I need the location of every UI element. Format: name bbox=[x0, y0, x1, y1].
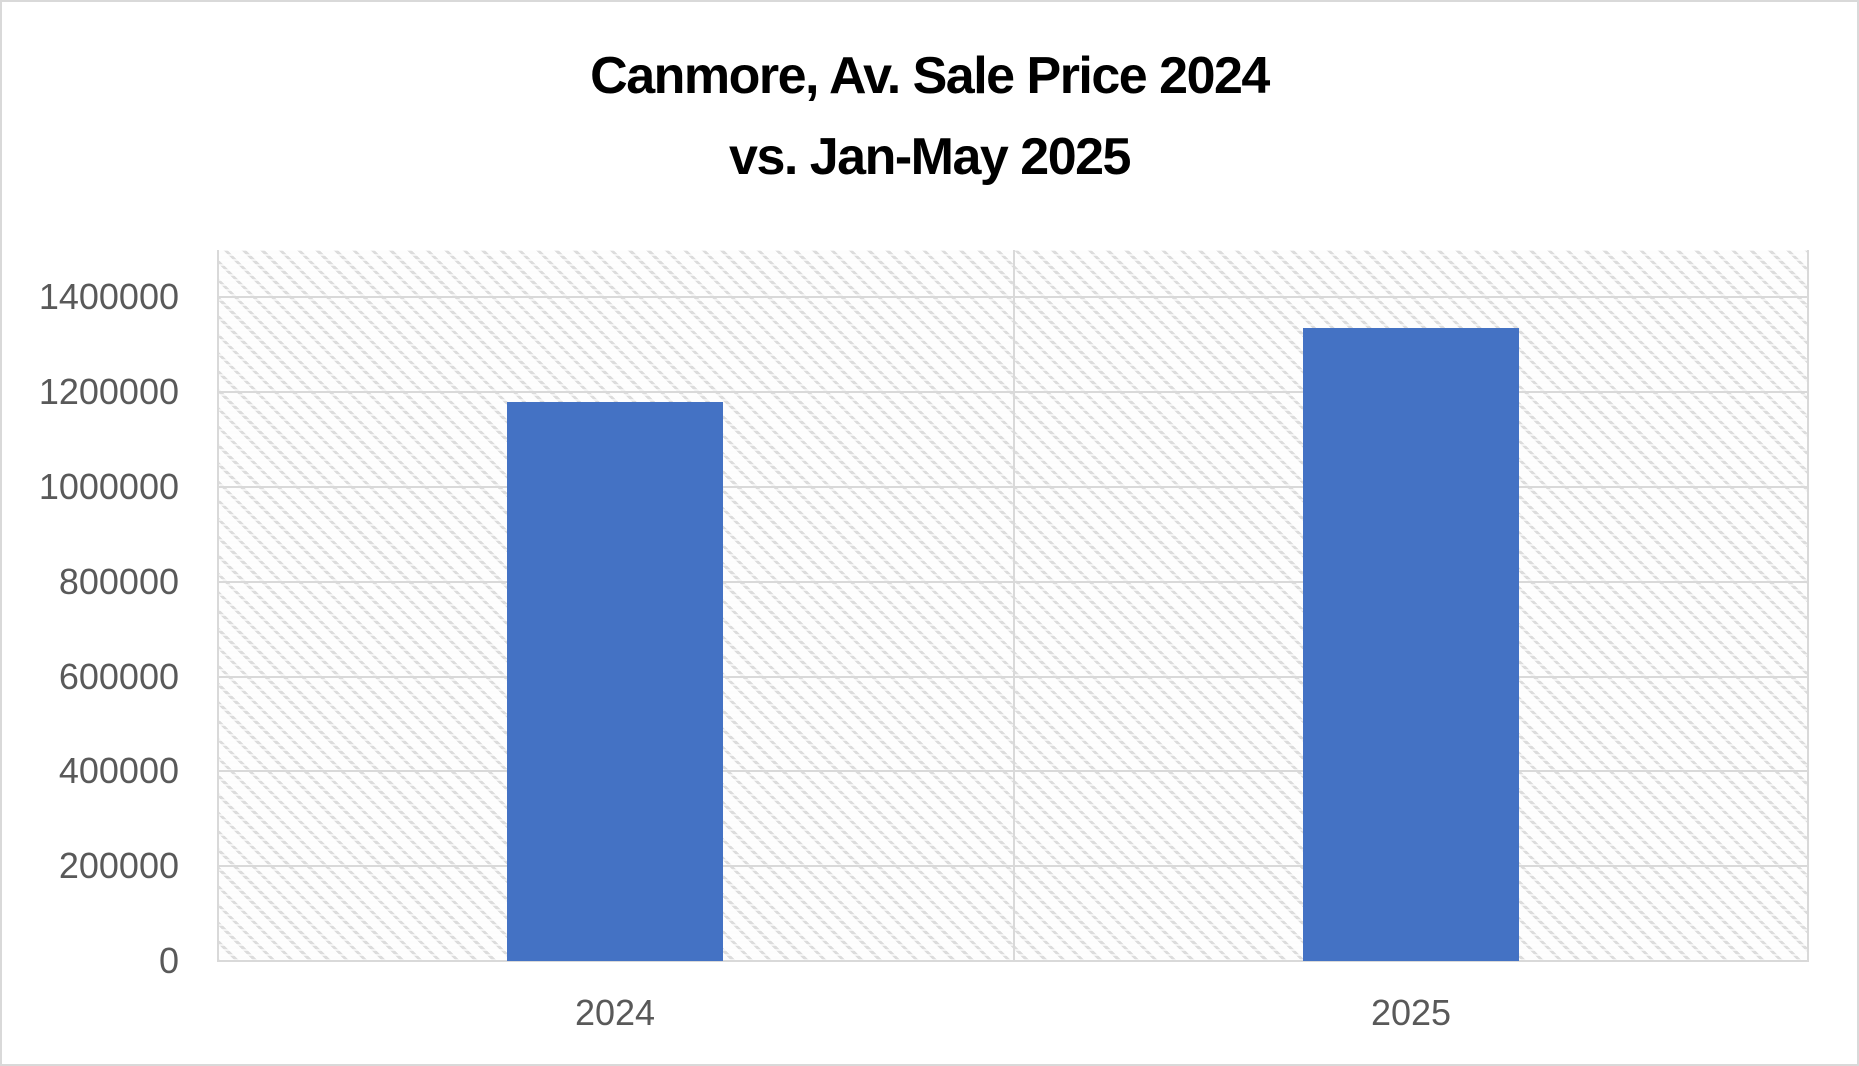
y-tick-label-400000: 400000 bbox=[58, 750, 179, 792]
y-tick-label-800000: 800000 bbox=[58, 560, 179, 602]
gridline-x-2 bbox=[1807, 250, 1809, 961]
chart-title-line2: vs. Jan-May 2025 bbox=[729, 128, 1131, 186]
y-tick-label-0: 0 bbox=[158, 940, 179, 981]
chart-title-line1: Canmore, Av. Sale Price 2024 bbox=[590, 47, 1270, 105]
y-tick-label-1400000: 1400000 bbox=[38, 276, 179, 318]
y-tick-label-1000000: 1000000 bbox=[38, 466, 179, 507]
y-tick-label-600000: 600000 bbox=[58, 655, 179, 697]
gridline-x-1 bbox=[1013, 250, 1015, 961]
x-tick-label-2024: 2024 bbox=[574, 992, 656, 1033]
chart-title: Canmore, Av. Sale Price 2024 vs. Jan-May… bbox=[2, 36, 1857, 198]
gridline-x-0 bbox=[217, 250, 219, 961]
bar-2024 bbox=[507, 402, 723, 961]
y-tick-label-200000: 200000 bbox=[58, 845, 179, 887]
x-tick-label-2025: 2025 bbox=[1370, 992, 1452, 1033]
gridline-y-0 bbox=[217, 960, 1809, 962]
plot-area bbox=[217, 250, 1809, 962]
bar-2025 bbox=[1303, 328, 1519, 961]
y-tick-label-1200000: 1200000 bbox=[38, 371, 179, 413]
